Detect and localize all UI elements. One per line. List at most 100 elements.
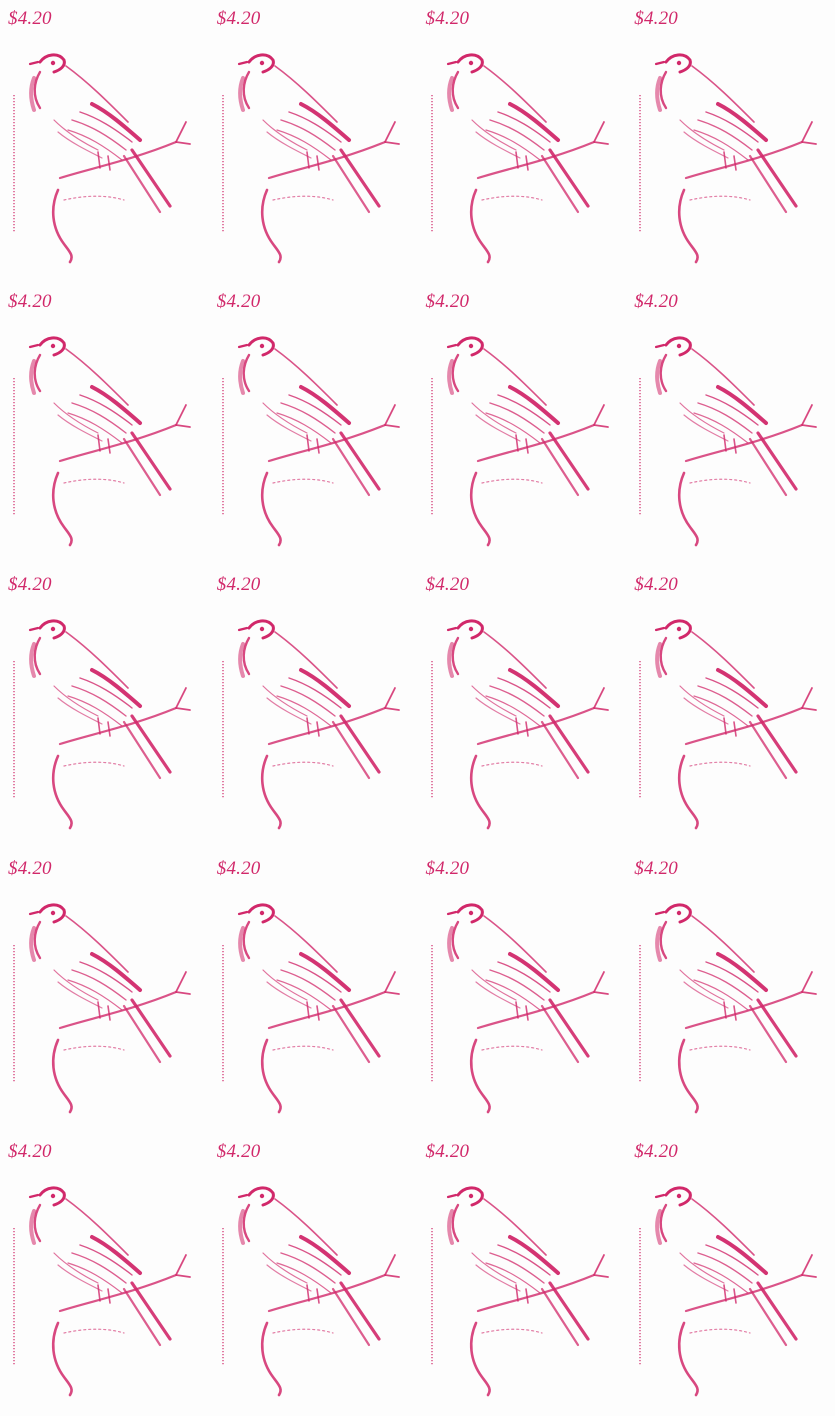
bird-back <box>66 1199 128 1255</box>
bird-eye <box>260 344 264 348</box>
bird-tail <box>341 150 379 206</box>
branch-foliage <box>273 763 333 767</box>
bird-back <box>692 916 754 972</box>
bird-illustration <box>418 1133 626 1416</box>
bird-beak <box>656 62 664 64</box>
bird-head <box>249 1188 273 1205</box>
bird-wing-line <box>490 403 544 433</box>
bird-back <box>66 916 128 972</box>
bird-wing-line <box>694 130 748 160</box>
bird-belly-line <box>263 120 307 150</box>
branch-foliage <box>690 1046 750 1050</box>
bird-wing-line <box>486 413 540 443</box>
bird-breast-shade <box>657 78 660 110</box>
bird-tail <box>341 433 379 489</box>
bird-head <box>458 1188 482 1205</box>
bird-wing <box>718 954 766 990</box>
bird-wing-line <box>698 686 752 716</box>
stamp: $4.20 <box>209 283 418 566</box>
branch-lower <box>679 1040 697 1112</box>
bird-belly-line <box>476 698 520 724</box>
bird-wing-line <box>277 980 331 1010</box>
bird-wing-line <box>80 112 132 142</box>
stamp: $4.20 <box>0 0 209 283</box>
bird-wing-line <box>490 1253 544 1283</box>
bird-breast-shade <box>449 644 452 676</box>
bird-breast-shade <box>31 1211 34 1243</box>
bird-group <box>239 338 399 545</box>
bird-breast-shade <box>657 928 660 960</box>
bird-tail <box>132 150 170 206</box>
bird-wing-line <box>490 970 544 1000</box>
stamp: $4.20 <box>626 0 835 283</box>
bird-head <box>666 1188 690 1205</box>
bird-tail <box>124 156 160 212</box>
branch-lower <box>679 756 697 828</box>
bird-belly-line <box>58 698 102 724</box>
bird-breast-shade <box>449 928 452 960</box>
stamp-price: $4.20 <box>426 291 470 313</box>
stamp: $4.20 <box>626 283 835 566</box>
bird-belly-line <box>680 970 724 1000</box>
stamp: $4.20 <box>209 0 418 283</box>
bird-wing-line <box>80 395 132 425</box>
bird-belly-line <box>263 1253 307 1283</box>
bird-wing-line <box>486 1263 540 1293</box>
bird-illustration <box>209 283 417 566</box>
branch <box>478 708 594 744</box>
branch-foliage <box>64 763 124 767</box>
bird-feet <box>307 718 319 736</box>
bird-head <box>458 55 482 72</box>
bird-wing-line <box>698 120 752 150</box>
bird-group <box>656 338 816 545</box>
bird-wing-line <box>72 120 126 150</box>
branch <box>686 1275 802 1311</box>
bird-throat <box>35 638 40 674</box>
stamp: $4.20 <box>418 283 627 566</box>
branch-twig <box>385 1255 399 1277</box>
bird-belly-line <box>476 1265 520 1291</box>
bird-wing <box>718 104 766 140</box>
bird-back <box>484 349 546 405</box>
bird-wing-line <box>72 403 126 433</box>
branch-lower <box>471 190 489 262</box>
bird-eye <box>51 1194 55 1198</box>
bird-tail <box>750 1289 786 1345</box>
bird-belly-line <box>263 970 307 1000</box>
bird-tail <box>758 150 796 206</box>
bird-tail <box>132 1000 170 1056</box>
bird-wing-line <box>281 686 335 716</box>
bird-wing-line <box>281 970 335 1000</box>
bird-wing-line <box>694 413 748 443</box>
branch-lower <box>53 1040 71 1112</box>
bird-belly-line <box>54 403 98 433</box>
bird-wing-line <box>289 1245 341 1275</box>
bird-group <box>239 55 399 262</box>
bird-beak <box>448 345 456 347</box>
branch <box>60 142 176 178</box>
bird-wing <box>301 387 349 423</box>
stamp: $4.20 <box>418 1133 627 1416</box>
bird-illustration <box>0 283 208 566</box>
branch-lower <box>262 1323 280 1395</box>
bird-tail <box>550 433 588 489</box>
bird-group <box>656 621 816 828</box>
bird-belly-line <box>684 698 728 724</box>
bird-beak <box>30 912 38 914</box>
bird-beak <box>239 912 247 914</box>
bird-belly-line <box>267 415 311 441</box>
bird-wing-line <box>706 395 758 425</box>
branch-foliage <box>482 1046 542 1050</box>
stamp-price: $4.20 <box>426 858 470 880</box>
bird-beak <box>448 62 456 64</box>
branch <box>269 1275 385 1311</box>
bird-wing <box>92 1237 140 1273</box>
bird-wing-line <box>706 678 758 708</box>
bird-group <box>656 1188 816 1395</box>
bird-group <box>30 621 190 828</box>
bird-wing <box>718 1237 766 1273</box>
bird-belly-line <box>684 982 728 1008</box>
bird-tail <box>750 156 786 212</box>
bird-tail <box>758 1283 796 1339</box>
bird-wing-line <box>289 962 341 992</box>
